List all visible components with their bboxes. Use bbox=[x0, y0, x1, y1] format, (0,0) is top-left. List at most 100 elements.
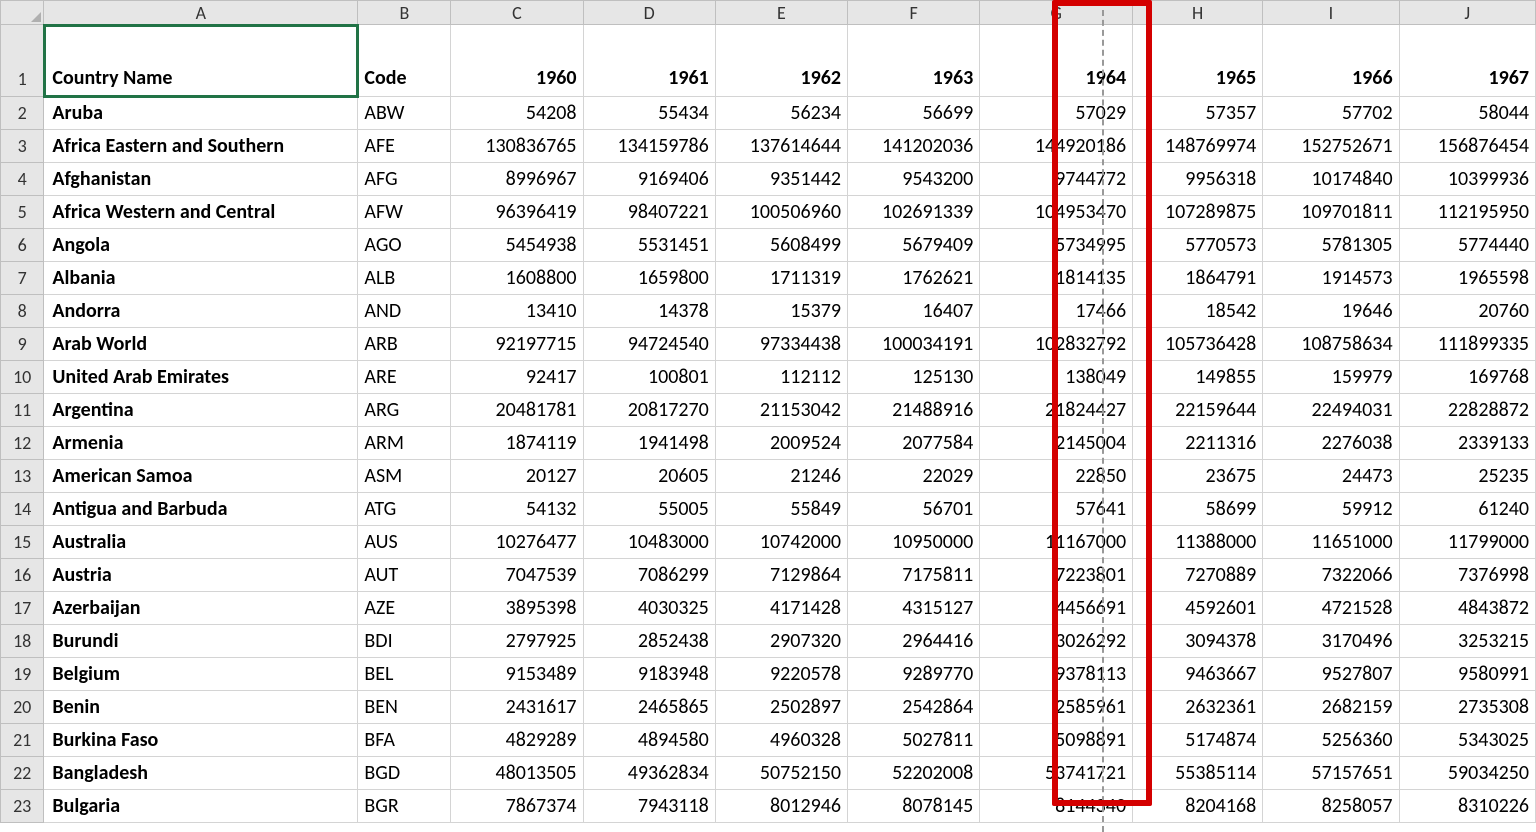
cell[interactable]: Burkina Faso bbox=[44, 724, 358, 757]
cell[interactable]: 58699 bbox=[1133, 493, 1263, 526]
cell[interactable]: 57029 bbox=[980, 97, 1133, 130]
cell[interactable]: 22029 bbox=[848, 460, 980, 493]
cell[interactable]: 1659800 bbox=[583, 262, 715, 295]
cell[interactable]: 11651000 bbox=[1263, 526, 1399, 559]
cell[interactable]: 1965598 bbox=[1399, 262, 1535, 295]
cell[interactable]: 11388000 bbox=[1133, 526, 1263, 559]
cell[interactable]: 5608499 bbox=[715, 229, 847, 262]
cell[interactable]: 2145004 bbox=[980, 427, 1133, 460]
row-header[interactable]: 13 bbox=[1, 460, 44, 493]
cell[interactable]: 1608800 bbox=[451, 262, 583, 295]
cell[interactable]: ABW bbox=[358, 97, 451, 130]
cell[interactable]: ARG bbox=[358, 394, 451, 427]
cell[interactable]: 97334438 bbox=[715, 328, 847, 361]
table-row[interactable]: 22BangladeshBGD4801350549362834507521505… bbox=[1, 757, 1536, 790]
table-row[interactable]: 10United Arab EmiratesARE924171008011121… bbox=[1, 361, 1536, 394]
cell[interactable]: 22159644 bbox=[1133, 394, 1263, 427]
col-header-G[interactable]: G bbox=[980, 1, 1133, 25]
cell[interactable]: 3253215 bbox=[1399, 625, 1535, 658]
cell[interactable]: 10174840 bbox=[1263, 163, 1399, 196]
table-row[interactable]: 5Africa Western and CentralAFW9639641998… bbox=[1, 196, 1536, 229]
cell[interactable]: Burundi bbox=[44, 625, 358, 658]
table-row[interactable]: 4AfghanistanAFG8996967916940693514429543… bbox=[1, 163, 1536, 196]
cell[interactable]: 2502897 bbox=[715, 691, 847, 724]
cell[interactable]: 1966 bbox=[1263, 25, 1399, 97]
cell[interactable]: 112195950 bbox=[1399, 196, 1535, 229]
cell[interactable]: ASM bbox=[358, 460, 451, 493]
cell[interactable]: 20127 bbox=[451, 460, 583, 493]
cell[interactable]: BEN bbox=[358, 691, 451, 724]
cell[interactable]: BFA bbox=[358, 724, 451, 757]
row-header[interactable]: 4 bbox=[1, 163, 44, 196]
cell[interactable]: 21824427 bbox=[980, 394, 1133, 427]
table-row[interactable]: 9Arab WorldARB92197715947245409733443810… bbox=[1, 328, 1536, 361]
cell[interactable]: ARB bbox=[358, 328, 451, 361]
cell[interactable]: 2276038 bbox=[1263, 427, 1399, 460]
cell[interactable]: 50752150 bbox=[715, 757, 847, 790]
cell[interactable]: 58044 bbox=[1399, 97, 1535, 130]
cell[interactable]: 56234 bbox=[715, 97, 847, 130]
cell[interactable]: 2585961 bbox=[980, 691, 1133, 724]
table-row[interactable]: 19BelgiumBEL9153489918394892205789289770… bbox=[1, 658, 1536, 691]
cell[interactable]: 7129864 bbox=[715, 559, 847, 592]
table-row[interactable]: 13American SamoaASM201272060521246220292… bbox=[1, 460, 1536, 493]
cell[interactable]: 4456691 bbox=[980, 592, 1133, 625]
cell[interactable]: ATG bbox=[358, 493, 451, 526]
cell[interactable]: 3094378 bbox=[1133, 625, 1263, 658]
row-header[interactable]: 3 bbox=[1, 130, 44, 163]
cell[interactable]: 134159786 bbox=[583, 130, 715, 163]
cell[interactable]: 8996967 bbox=[451, 163, 583, 196]
cell[interactable]: 2077584 bbox=[848, 427, 980, 460]
cell[interactable]: 5027811 bbox=[848, 724, 980, 757]
col-header-H[interactable]: H bbox=[1133, 1, 1263, 25]
cell[interactable]: 10483000 bbox=[583, 526, 715, 559]
cell[interactable]: AFG bbox=[358, 163, 451, 196]
row-header[interactable]: 2 bbox=[1, 97, 44, 130]
cell[interactable]: 55434 bbox=[583, 97, 715, 130]
table-row[interactable]: 11ArgentinaARG20481781208172702115304221… bbox=[1, 394, 1536, 427]
cell[interactable]: 48013505 bbox=[451, 757, 583, 790]
cell[interactable]: Africa Western and Central bbox=[44, 196, 358, 229]
cell[interactable]: 8204168 bbox=[1133, 790, 1263, 823]
row-header[interactable]: 7 bbox=[1, 262, 44, 295]
cell[interactable]: 9169406 bbox=[583, 163, 715, 196]
cell[interactable]: 100801 bbox=[583, 361, 715, 394]
cell[interactable]: 9580991 bbox=[1399, 658, 1535, 691]
cell[interactable]: Bangladesh bbox=[44, 757, 358, 790]
row-header[interactable]: 12 bbox=[1, 427, 44, 460]
cell[interactable]: 13410 bbox=[451, 295, 583, 328]
cell[interactable]: 7223801 bbox=[980, 559, 1133, 592]
cell[interactable]: 3170496 bbox=[1263, 625, 1399, 658]
cell[interactable]: 21153042 bbox=[715, 394, 847, 427]
cell[interactable]: 59912 bbox=[1263, 493, 1399, 526]
cell[interactable]: 1914573 bbox=[1263, 262, 1399, 295]
cell[interactable]: 7867374 bbox=[451, 790, 583, 823]
cell[interactable]: Bulgaria bbox=[44, 790, 358, 823]
cell[interactable]: 10276477 bbox=[451, 526, 583, 559]
cell[interactable]: 25235 bbox=[1399, 460, 1535, 493]
cell[interactable]: AUT bbox=[358, 559, 451, 592]
cell[interactable]: 2211316 bbox=[1133, 427, 1263, 460]
cell[interactable]: 20605 bbox=[583, 460, 715, 493]
cell[interactable]: 159979 bbox=[1263, 361, 1399, 394]
cell[interactable]: 1814135 bbox=[980, 262, 1133, 295]
cell[interactable]: 57357 bbox=[1133, 97, 1263, 130]
cell[interactable]: 4171428 bbox=[715, 592, 847, 625]
cell[interactable]: 5256360 bbox=[1263, 724, 1399, 757]
cell[interactable]: 2964416 bbox=[848, 625, 980, 658]
cell[interactable]: AND bbox=[358, 295, 451, 328]
cell[interactable]: 105736428 bbox=[1133, 328, 1263, 361]
worksheet-grid[interactable]: A B C D E F G H I J 1Country NameCode196… bbox=[0, 0, 1536, 823]
cell[interactable]: 5531451 bbox=[583, 229, 715, 262]
cell[interactable]: 19646 bbox=[1263, 295, 1399, 328]
row-header[interactable]: 17 bbox=[1, 592, 44, 625]
cell[interactable]: 1963 bbox=[848, 25, 980, 97]
row-header[interactable]: 19 bbox=[1, 658, 44, 691]
cell[interactable]: AZE bbox=[358, 592, 451, 625]
cell[interactable]: 10742000 bbox=[715, 526, 847, 559]
cell[interactable]: 7322066 bbox=[1263, 559, 1399, 592]
cell[interactable]: 156876454 bbox=[1399, 130, 1535, 163]
cell[interactable]: 4894580 bbox=[583, 724, 715, 757]
cell[interactable]: 21488916 bbox=[848, 394, 980, 427]
cell[interactable]: 1874119 bbox=[451, 427, 583, 460]
